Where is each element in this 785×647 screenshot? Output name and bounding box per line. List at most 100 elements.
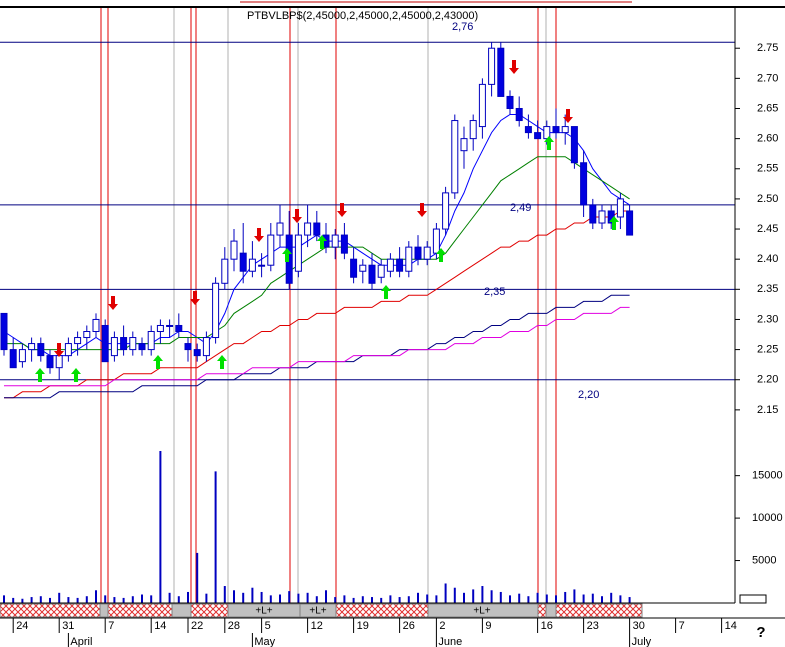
candle-body <box>405 246 413 272</box>
candle-body <box>350 258 358 278</box>
y-tick-label: 2.60 <box>757 133 778 145</box>
month-label: May <box>254 636 275 647</box>
candle-body <box>589 204 597 224</box>
y-tick-label: 2.35 <box>757 283 778 295</box>
candle-body <box>184 343 192 351</box>
candle-body <box>129 337 137 351</box>
x-tick-label: 30 <box>633 620 645 632</box>
candle-body <box>110 337 118 357</box>
x-tick-label: 14 <box>154 620 166 632</box>
candle-body <box>442 192 450 230</box>
candle-body <box>478 83 486 128</box>
candle-body <box>451 120 459 194</box>
y-tick-label: 2.65 <box>757 102 778 114</box>
y-tick-label: 2.55 <box>757 163 778 175</box>
reference-label: 2,49 <box>510 202 531 214</box>
reference-label: 2,76 <box>452 21 473 33</box>
candle-body <box>64 343 72 357</box>
candle-body <box>193 349 201 357</box>
candle-body <box>368 264 376 284</box>
strip-label: +L+ <box>255 606 272 617</box>
candle-body <box>37 343 45 357</box>
x-tick-label: 7 <box>679 620 685 632</box>
y-tick-label: 2.45 <box>757 223 778 235</box>
candle-body <box>570 126 578 164</box>
y-tick-label: 2.30 <box>757 313 778 325</box>
x-tick-label: 26 <box>403 620 415 632</box>
x-tick-label: 22 <box>191 620 203 632</box>
candle-body <box>460 138 468 152</box>
candle-body <box>313 222 321 236</box>
candle-body <box>276 222 284 236</box>
strip-segment <box>99 603 109 618</box>
strip-segment <box>555 603 643 618</box>
candle-body <box>138 343 146 351</box>
x-tick-label: 9 <box>485 620 491 632</box>
strip-segment <box>545 603 557 618</box>
candle-body <box>156 324 164 333</box>
candle-body <box>580 162 588 206</box>
y-tick-label: 2.70 <box>757 72 778 84</box>
candle-body <box>0 312 8 351</box>
candle-body <box>28 343 36 351</box>
scale-box <box>739 594 767 604</box>
month-label: June <box>438 636 462 647</box>
candle-body <box>515 107 523 122</box>
signal-lines <box>100 8 557 603</box>
candle-body <box>83 331 91 339</box>
plot-area: 2.15 2.20 2.25 2.30 2.35 2.40 2.45 2.50 2.55 2.60… <box>0 21 783 603</box>
candle-body <box>239 252 247 272</box>
candle-body <box>469 120 477 140</box>
candle-body <box>626 210 634 236</box>
candle-body <box>598 210 606 224</box>
candle-body <box>304 222 312 236</box>
candle-body <box>534 132 542 140</box>
help-icon[interactable]: ? <box>756 624 765 641</box>
y-tick-label: 2.50 <box>757 193 778 205</box>
candle-body <box>212 282 220 339</box>
volume-tick-label: 10000 <box>752 512 783 524</box>
candle-body <box>432 228 440 254</box>
candle-body <box>230 240 238 260</box>
x-tick-label: 31 <box>62 620 74 632</box>
volume-tick-label: 15000 <box>752 470 783 482</box>
candle-body <box>340 234 348 254</box>
x-tick-label: 2 <box>439 620 445 632</box>
candle-body <box>267 234 275 266</box>
candle-body <box>414 246 422 260</box>
y-tick-label: 2.25 <box>757 343 778 355</box>
ma-line <box>4 210 630 399</box>
candle-body <box>552 126 560 134</box>
strip-label: +L+ <box>473 606 490 617</box>
x-tick-label: 12 <box>311 620 323 632</box>
reference-label: 2,20 <box>578 389 599 401</box>
strip-label: +L+ <box>309 606 326 617</box>
candle-body <box>202 337 210 357</box>
candle-body <box>561 126 569 134</box>
signal-strip: +L+ +L+ +L+ <box>0 603 643 618</box>
candle-body <box>423 246 431 260</box>
candle-body <box>55 355 63 369</box>
strip-segment <box>537 603 547 618</box>
x-tick-label: 7 <box>108 620 114 632</box>
x-tick-label: 14 <box>725 620 737 632</box>
strip-segment <box>0 603 101 618</box>
candle-body <box>331 234 339 248</box>
y-tick-label: 2.75 <box>757 42 778 54</box>
x-tick-label: 23 <box>587 620 599 632</box>
x-tick-label: 16 <box>541 620 553 632</box>
volume-tick-label: 5000 <box>752 554 776 566</box>
y-tick-label: 2.40 <box>757 253 778 265</box>
candle-body <box>488 47 496 85</box>
candle-body <box>386 258 394 272</box>
month-label: July <box>632 636 652 647</box>
candle-body <box>616 198 624 218</box>
candle-body <box>543 126 551 140</box>
x-tick-label: 24 <box>16 620 28 632</box>
strip-segment <box>171 603 192 618</box>
candle-body <box>221 258 229 284</box>
y-tick-label: 2.20 <box>757 374 778 386</box>
candle-body <box>147 331 155 351</box>
x-tick-label: 5 <box>265 620 271 632</box>
